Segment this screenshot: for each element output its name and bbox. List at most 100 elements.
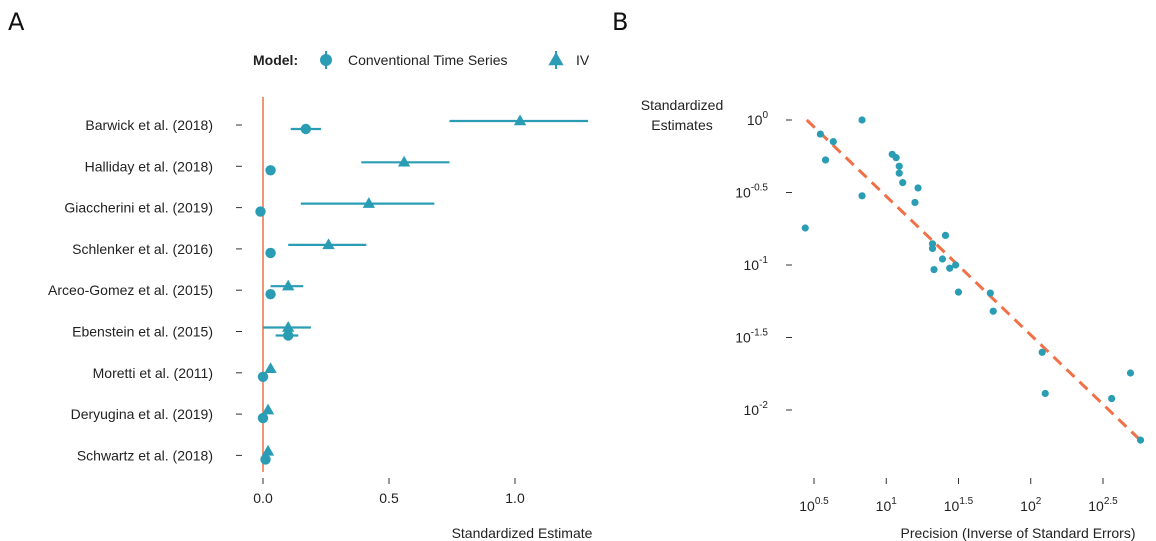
scatter-point (1041, 389, 1049, 398)
x-tick-label-base: 10 (799, 498, 815, 514)
cts-point (255, 206, 266, 217)
scatter-point (1108, 394, 1116, 403)
legend-cts-label: Conventional Time Series (348, 52, 508, 68)
forest-plot-panel: Model: Conventional Time Series IV Barwick … (48, 51, 593, 541)
study-row: Schwartz et al. (2018) (77, 444, 275, 465)
y-tick-label-base: 10 (747, 112, 763, 128)
scatter-point (1136, 436, 1145, 444)
y-tick-label-base: 10 (735, 185, 751, 201)
y-tick-label: 10-2 (744, 400, 769, 418)
study-label: Moretti et al. (2011) (93, 365, 213, 381)
x-axis-title: Precision (Inverse of Standard Errors) (901, 525, 1136, 541)
scatter-point (986, 289, 994, 297)
x-tick-label-exponent: 0.5 (815, 496, 829, 507)
scatter-point (930, 265, 938, 274)
study-label: Giaccherini et al. (2019) (64, 200, 213, 216)
scatter-point (1038, 348, 1046, 356)
scatter-point (941, 231, 950, 240)
y-axis-title-line1: Standardized (641, 97, 724, 113)
scatter-point (928, 244, 937, 253)
study-label: Deryugina et al. (2019) (71, 406, 213, 422)
study-label: Arceo-Gomez et al. (2015) (48, 282, 213, 298)
panel-b-letter: B (612, 8, 629, 36)
scatter-point (858, 192, 866, 200)
y-tick-label-base: 10 (735, 330, 751, 346)
cts-point (300, 123, 312, 135)
study-row: Deryugina et al. (2019) (71, 403, 275, 424)
cts-point (265, 289, 276, 300)
iv-point (261, 444, 275, 456)
iv-point (264, 362, 277, 374)
cts-point (257, 412, 269, 424)
scatter-point (892, 154, 900, 162)
x-tick-label-exponent: 1 (891, 496, 897, 507)
iv-point (397, 155, 411, 167)
study-row: Halliday et al. (2018) (85, 155, 450, 176)
x-tick-label: 102 (1020, 496, 1042, 514)
iv-point (282, 321, 295, 332)
study-row: Ebenstein et al. (2015) (72, 321, 311, 341)
iv-point (513, 114, 527, 126)
cts-point (265, 247, 276, 259)
study-row: Arceo-Gomez et al. (2015) (48, 279, 304, 300)
scatter-point (801, 224, 809, 232)
x-tick-label-exponent: 2 (1036, 496, 1042, 507)
study-row: Moretti et al. (2011) (93, 362, 277, 382)
y-axis-title-line2: Estimates (651, 117, 712, 133)
scatter-point (895, 162, 903, 170)
fit-line (805, 118, 1141, 441)
study-label: Schlenker et al. (2016) (72, 241, 213, 257)
y-tick-label-exponent: -1.5 (751, 328, 769, 339)
panel-a-letter: A (8, 8, 25, 36)
scatter-point (895, 169, 903, 177)
y-tick-label: 100 (747, 110, 769, 128)
x-tick-label: 0.0 (253, 490, 273, 506)
iv-point (322, 238, 335, 250)
y-tick-label: 10-1 (744, 255, 769, 273)
x-axis-title: Standardized Estimate (452, 525, 593, 541)
y-tick-label-base: 10 (744, 402, 760, 418)
y-tick-label-exponent: 0 (762, 110, 768, 121)
study-label: Schwartz et al. (2018) (77, 447, 213, 463)
scatter-point (952, 261, 960, 269)
legend-iv-marker (548, 52, 564, 66)
legend-iv-label: IV (576, 52, 590, 68)
scatter-point (914, 184, 922, 192)
cts-point (257, 371, 269, 382)
iv-point (362, 197, 376, 208)
scatter-point (858, 116, 866, 124)
iv-point (282, 279, 295, 291)
legend-title: Model: (253, 52, 298, 68)
y-tick-label: 10-1.5 (735, 328, 768, 346)
study-label: Halliday et al. (2018) (85, 158, 213, 174)
scatter-point (989, 307, 997, 315)
x-tick-label-base: 10 (1088, 498, 1104, 514)
x-tick-label: 100.5 (799, 496, 829, 514)
x-tick-label-base: 10 (944, 498, 960, 514)
y-tick-label-exponent: -2 (759, 400, 768, 411)
x-tick-label: 0.5 (379, 490, 399, 506)
scatter-point (816, 130, 824, 138)
study-row: Barwick et al. (2018) (85, 114, 589, 135)
study-label: Barwick et al. (2018) (85, 117, 213, 133)
scatter-point (1126, 369, 1135, 377)
scatter-point (899, 179, 907, 187)
study-row: Schlenker et al. (2016) (72, 238, 367, 259)
legend-cts-marker (320, 54, 332, 66)
scatter-point (821, 156, 830, 164)
iv-point (261, 403, 275, 415)
x-tick-label-base: 10 (1020, 498, 1036, 514)
cts-point (265, 165, 276, 176)
cts-point (260, 454, 271, 465)
scatter-point (946, 264, 954, 272)
study-row: Giaccherini et al. (2019) (64, 197, 435, 217)
x-tick-label-exponent: 1.5 (959, 496, 973, 507)
scatter-point (954, 288, 963, 296)
y-tick-label: 10-0.5 (735, 183, 768, 201)
x-tick-label-exponent: 2.5 (1104, 496, 1118, 507)
y-tick-label-exponent: -1 (759, 255, 768, 266)
x-tick-label: 101.5 (944, 496, 974, 514)
scatter-point (938, 255, 947, 263)
